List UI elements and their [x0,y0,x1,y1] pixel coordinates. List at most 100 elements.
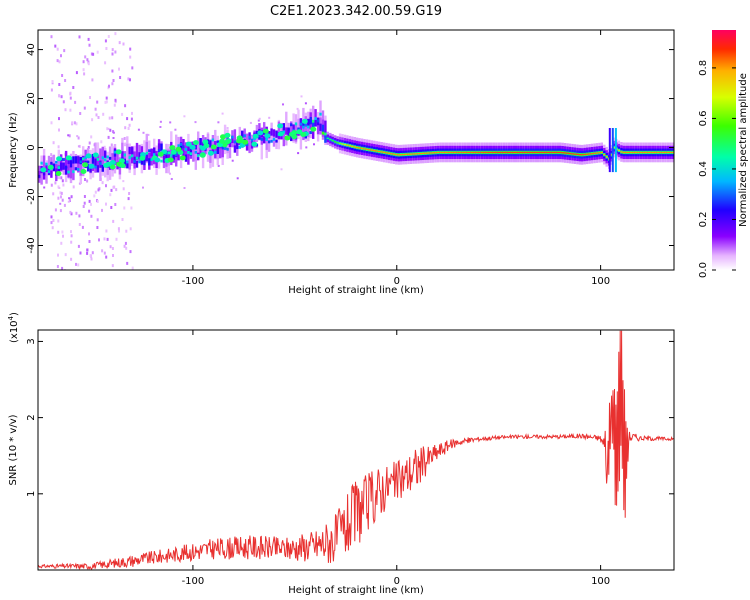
spectrogram-cell [290,121,293,139]
spectrogram-cell [123,153,126,157]
y-tick-label: 3 [26,338,37,344]
spectrogram-noise-cell [111,116,114,120]
spectrogram-peak [65,155,72,161]
spectrogram-cell [561,152,564,154]
spectrogram-noise-cell [61,74,64,77]
spectrogram-peak [82,162,89,168]
spectrogram-cell [524,151,528,154]
spectrogram-noise-cell [112,131,115,134]
spectrogram-cell [277,121,281,139]
spectrogram-noise-cell [88,240,91,243]
spectrogram-peak [85,153,92,159]
spectrogram-x-axis-label: Height of straight line (km) [288,285,424,296]
spectrogram-cell [458,151,462,154]
spectrogram-peak [56,156,63,162]
spectrogram-cell [358,147,361,149]
spectrogram-cell [121,151,124,159]
spectrogram-noise-cell [112,185,115,189]
spectrogram-noise-cell [127,127,130,130]
spectrogram-noise-cell [68,176,71,180]
spectrogram-cell [351,145,354,147]
x-tick-label: 100 [591,276,610,287]
spectrogram-cell [297,127,300,131]
spectrogram-cell [91,154,95,162]
spectrogram-cell [192,144,195,162]
spectrogram-cell [314,117,317,120]
spectrogram-noise-cell [111,48,114,52]
spectrogram-noise-cell [84,178,86,181]
spectrogram-cell [236,143,239,146]
x-tick-label: 0 [394,276,400,287]
spectrogram-cell [563,152,567,154]
spectrogram-noise-cell [87,146,90,149]
spectrogram-cell [387,152,391,154]
spectrogram-cell [64,150,68,168]
spectrogram-noise-cell [159,126,162,128]
spectrogram-burst [614,128,617,173]
spectrogram-noise-cell [58,117,60,121]
spectrogram-cell [275,139,278,143]
spectrogram-noise-cell [159,120,162,123]
spectrogram-cell [145,151,148,155]
spectrogram-cell [617,149,621,152]
spectrogram-noise-cell [88,232,90,236]
spectrogram-cell [69,161,73,179]
spectrogram-cell [314,119,317,127]
spectrogram-noise-cell [60,176,63,180]
spectrogram-noise-cell [103,145,106,149]
spectrogram-peak [252,133,259,139]
spectrogram-cell [64,167,68,175]
spectrogram-noise-cell [297,152,300,155]
spectrogram-cell [128,146,131,155]
spectrogram-noise-cell [131,111,133,115]
spectrogram-cell [104,158,107,162]
spectrogram-cell [299,118,303,136]
spectrogram-noise-cell [56,265,59,268]
spectrogram-peak [88,163,95,169]
spectrogram-peak [220,134,226,140]
spectrogram-cell [307,125,310,129]
y-tick-label: 20 [26,92,37,105]
spectrogram-noise-cell [231,159,234,162]
spectrogram-noise-cell [112,130,115,134]
spectrogram-cell [583,153,586,156]
spectrogram-cell [456,151,459,154]
snr-y-axis-label: SNR (10 * v/v) [8,414,19,485]
spectrogram-noise-cell [54,181,57,185]
spectrogram-cell [493,151,496,154]
spectrogram-cell [407,153,410,155]
spectrogram-cell [451,151,454,154]
spectrogram-cell [654,151,657,154]
spectrogram-cell [91,160,95,164]
spectrogram-cell [233,140,237,144]
spectrogram-noise-cell [88,43,91,47]
spectrogram-noise-cell [101,249,104,253]
spectrogram-noise-cell [147,133,150,136]
spectrogram-cell [189,148,193,156]
spectrogram-cell [429,152,432,154]
spectrogram-cell [285,127,288,135]
spectrogram-cell [263,131,266,135]
spectrogram-noise-cell [101,208,103,212]
spectrogram-cell [160,159,163,163]
spectrogram-noise-cell [61,230,64,234]
spectrogram-noise-cell [72,86,75,89]
spectrogram-cell [131,147,134,155]
spectrogram-cell [365,148,369,150]
spectrogram-cell [67,156,70,165]
spectrogram-cell [497,151,501,154]
spectrogram-cell [116,149,119,167]
spectrogram-noise-cell [249,121,252,124]
spectrogram-noise-cell [57,185,60,189]
spectrogram-cell [74,156,78,164]
spectrogram-cell [47,170,51,174]
spectrogram-cell [226,147,229,151]
spectrogram-peak [257,130,264,136]
spectrogram-noise-cell [91,251,94,255]
spectrogram-noise-cell [73,121,76,125]
spectrogram-noise-cell [70,240,73,244]
spectrogram-noise-cell [131,66,134,70]
spectrogram-cell [382,151,386,153]
spectrogram-cell [505,151,508,154]
spectrogram-noise-cell [83,72,86,76]
